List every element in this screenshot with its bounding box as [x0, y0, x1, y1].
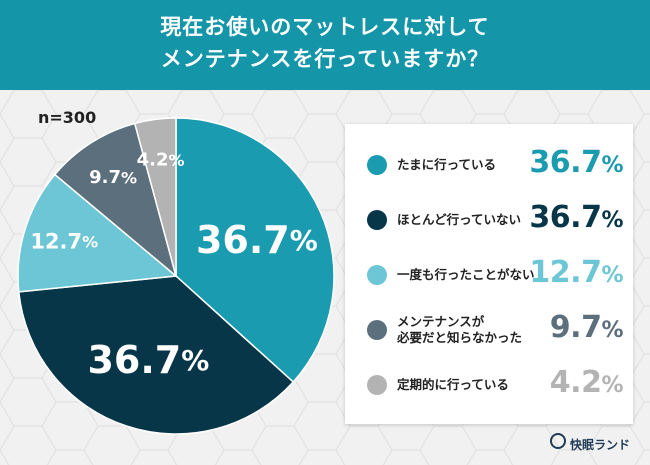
chart-header: 現在お使いのマットレスに対して メンテナンスを行っていますか？ — [0, 0, 650, 90]
legend-swatch-2 — [367, 265, 387, 285]
pie-slice-1 — [17, 275, 295, 435]
legend-value-1: 36.7% — [529, 200, 623, 235]
legend-swatch-0 — [367, 155, 387, 175]
pie-label-1: 36.7% — [87, 338, 209, 382]
brand-name: 快眠ランド — [570, 438, 631, 452]
legend-label-2: 一度も行ったことがない — [397, 267, 535, 282]
legend-item-2: 一度も行ったことがない 12.7% — [345, 250, 633, 300]
sample-size-label: n=300 — [38, 108, 97, 127]
pie-chart: 36.7% 36.7% 12.7% 9.7%4.2% — [17, 117, 335, 435]
legend-label-3: メンテナンスが 必要だと知らなかった — [397, 314, 523, 345]
legend-value-0: 36.7% — [529, 145, 623, 180]
legend-value-2: 12.7% — [529, 255, 623, 290]
legend-swatch-3 — [367, 320, 387, 340]
legend-item-3: メンテナンスが 必要だと知らなかった 9.7% — [345, 305, 633, 355]
legend-label-4: 定期的に行っている — [397, 377, 509, 392]
legend-label-0: たまに行っている — [397, 157, 497, 172]
pie-slice-2 — [17, 173, 178, 293]
brand-logo-icon — [550, 433, 566, 449]
pie-slice-4 — [133, 117, 177, 277]
legend-swatch-4 — [367, 375, 387, 395]
pie-label-4: 4.2% — [137, 150, 185, 171]
chart-legend: たまに行っている 36.7% ほとんど行っていない 36.7% 一度も行ったことがない 1… — [345, 124, 633, 424]
legend-label-1: ほとんど行っていない — [397, 212, 522, 227]
legend-value-3: 9.7% — [549, 310, 624, 345]
legend-item-0: たまに行っている 36.7% — [345, 140, 633, 190]
legend-item-1: ほとんど行っていない 36.7% — [345, 195, 633, 245]
pie-label-3: 9.7% — [89, 167, 137, 188]
chart-title-line1: 現在お使いのマットレスに対して — [160, 15, 490, 39]
pie-slice-0 — [175, 117, 335, 384]
pie-label-0: 36.7% — [196, 218, 318, 262]
chart-title-line2: メンテナンスを行っていますか？ — [160, 47, 490, 71]
legend-item-4: 定期的に行っている 4.2% — [345, 360, 633, 410]
pie-label-2: 12.7% — [30, 230, 98, 254]
pie-slice-3 — [53, 122, 178, 279]
legend-value-4: 4.2% — [549, 365, 624, 400]
legend-swatch-1 — [367, 210, 387, 230]
